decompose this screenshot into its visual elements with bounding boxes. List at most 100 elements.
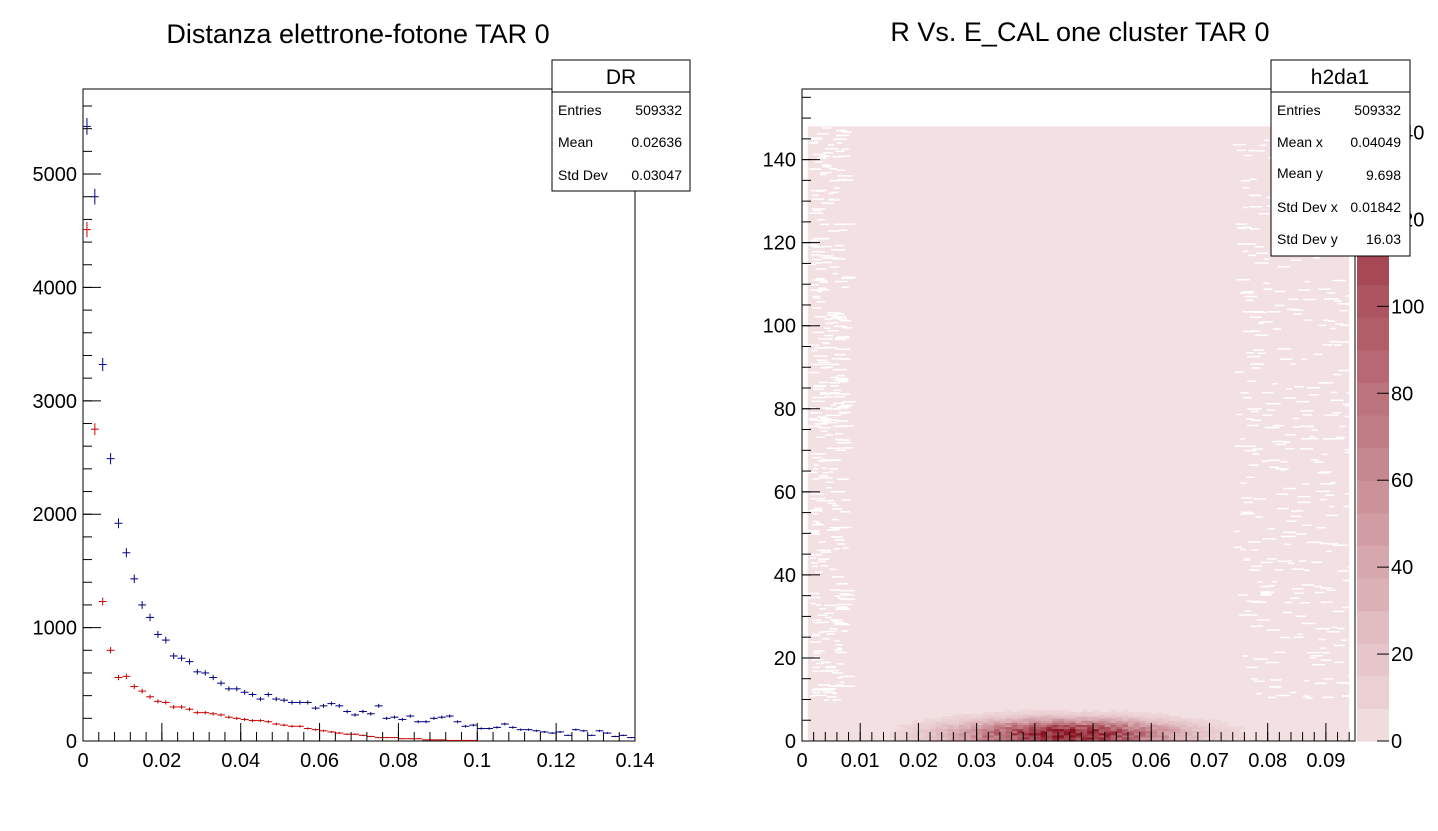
heatmap-cell [1133,714,1141,717]
data-point [335,732,344,735]
heatmap-cell [953,734,960,738]
heatmap-cell [1075,716,1083,719]
heatmap-empty-cell [1291,309,1304,311]
heatmap-cell [889,732,896,736]
heatmap-empty-cell [1246,476,1255,479]
heatmap-empty-cell [829,382,841,384]
heatmap-cell [935,722,943,725]
heatmap-empty-cell [1243,501,1253,504]
heatmap-cell [1017,730,1024,734]
heatmap-empty-cell [1291,588,1304,590]
heatmap-cell [1104,736,1112,740]
heatmap-cell [930,724,937,728]
heatmap-cell [999,736,1007,740]
heatmap-cell [1005,726,1013,730]
heatmap-cell [1110,709,1117,713]
heatmap-cell [895,724,902,728]
heatmap-cell [935,718,943,721]
palette-color-step [1357,415,1389,449]
heatmap-cell [988,722,995,725]
heatmap-empty-cell [1335,436,1346,439]
heatmap-empty-cell [1299,602,1311,604]
heatmap-empty-cell [837,543,846,545]
heatmap-empty-cell [808,344,816,346]
heatmap-empty-cell [1232,143,1247,146]
data-point [288,700,296,705]
heatmap-empty-cell [839,593,851,595]
heatmap-cell [906,726,914,730]
data-point [437,739,446,741]
heatmap-cell [1075,734,1083,738]
heatmap-cell [1162,738,1170,742]
heatmap-empty-cell [813,384,827,387]
heatmap-empty-cell [1326,589,1336,591]
heatmap-empty-cell [1244,243,1257,245]
heatmap-cell [999,716,1007,719]
heatmap-cell [1104,718,1112,721]
heatmap-cell [1023,736,1030,740]
x-tick-label: 0.05 [1074,750,1113,772]
heatmap-empty-cell [1344,415,1355,418]
heatmap-empty-cell [1320,659,1332,661]
heatmap-empty-cell [828,685,837,687]
heatmap-empty-cell [1262,590,1270,593]
heatmap-empty-cell [1243,396,1252,399]
heatmap-empty-cell [835,595,841,597]
heatmap-empty-cell [1246,418,1254,420]
stats-value-mean-x: 0.04049 [1350,134,1401,150]
heatmap-cell [1168,736,1176,740]
heatmap-cell [1034,714,1042,717]
heatmap-empty-cell [841,594,855,596]
heatmap-cell [1093,728,1100,732]
heatmap-cell [1221,730,1228,734]
x-tick-label: 0.06 [300,750,339,772]
heatmap-cell [1116,711,1123,715]
heatmap-cell [1127,734,1135,738]
heatmap-empty-cell [1348,565,1360,567]
heatmap-empty-cell [812,140,818,143]
heatmap-cell [1011,718,1018,721]
heatmap-empty-cell [1339,425,1346,428]
heatmap-empty-cell [835,438,843,441]
heatmap-cell [918,722,925,725]
heatmap-empty-cell [821,688,836,690]
heatmap-empty-cell [813,520,819,523]
heatmap-empty-cell [829,628,838,630]
heatmap-empty-cell [1259,585,1274,588]
heatmap-cell [1145,724,1152,728]
heatmap-cell [999,720,1007,723]
heatmap-cell [1151,728,1158,732]
heatmap-cell [1180,738,1187,742]
heatmap-cell [947,720,954,723]
heatmap-cell [1226,726,1234,730]
heatmap-cell [1127,724,1135,728]
heatmap-empty-cell [819,381,828,384]
heatmap-empty-cell [1239,292,1254,294]
heatmap-empty-cell [831,576,845,578]
heatmap-empty-cell [1268,696,1276,699]
heatmap-cell [1151,722,1158,725]
heatmap-cell [953,738,960,742]
heatmap-empty-cell [830,589,841,591]
heatmap-empty-cell [840,598,856,600]
heatmap-cell [1029,738,1036,742]
data-point [627,736,635,739]
heatmap-cell [1063,722,1071,725]
heatmap-cell [895,730,902,734]
heatmap-cell [1034,736,1042,740]
heatmap-cell [947,732,954,736]
heatmap-empty-cell [1244,449,1257,452]
heatmap-cell [1186,724,1193,728]
heatmap-cell [1110,722,1117,725]
heatmap-cell [1011,728,1018,732]
heatmap-empty-cell [812,565,818,568]
heatmap-empty-cell [827,144,835,146]
heatmap-cell [912,732,920,736]
heatmap-cell [1192,734,1199,738]
heatmap-cell [1215,722,1222,725]
heatmap-cell [1186,728,1193,732]
heatmap-empty-cell [832,508,843,510]
heatmap-cell [912,722,920,725]
heatmap-empty-cell [1250,410,1259,413]
heatmap-empty-cell [1342,579,1355,582]
